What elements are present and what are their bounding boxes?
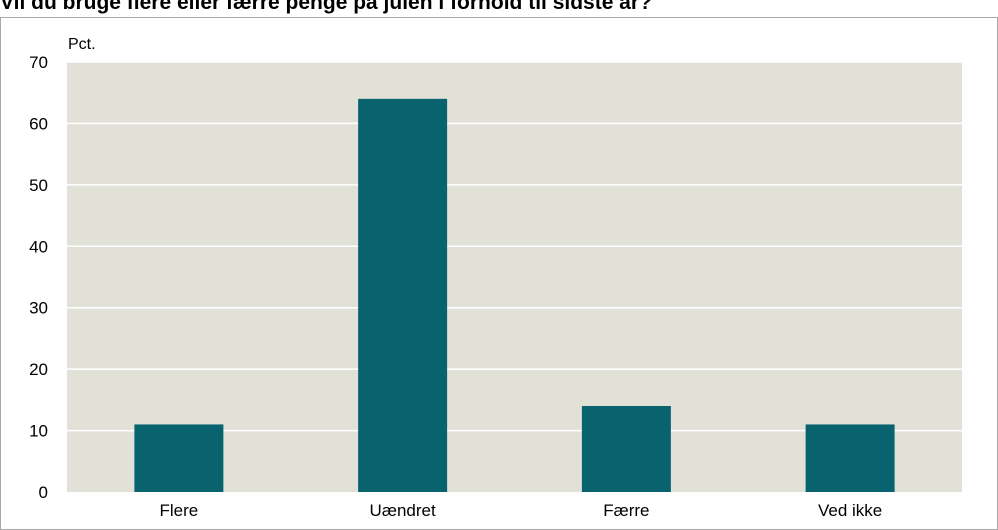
bar — [358, 98, 448, 492]
y-tick-label: 30 — [29, 299, 48, 318]
x-tick-label: Flere — [160, 501, 199, 520]
y-tick-label: 10 — [29, 422, 48, 441]
bar — [805, 424, 895, 492]
y-tick-label: 40 — [29, 237, 48, 256]
x-tick-label: Færre — [603, 501, 649, 520]
y-tick-label: 20 — [29, 360, 48, 379]
y-unit-label: Pct. — [68, 36, 96, 53]
y-tick-label: 50 — [29, 176, 48, 195]
x-tick-label: Uændret — [370, 501, 436, 520]
y-tick-label: 60 — [29, 114, 48, 133]
chart-frame: 0 10 20 30 40 50 60 70 Pct. Flere Uændret Færre Ved … — [0, 17, 998, 530]
y-tick-label: 70 — [29, 53, 48, 72]
x-tick-label: Ved ikke — [818, 501, 882, 520]
bar — [134, 424, 224, 492]
plot-area — [67, 62, 962, 492]
chart-title: Vil du bruge flere eller færre penge på … — [0, 0, 652, 14]
y-tick-label: 0 — [39, 483, 48, 502]
bar — [581, 406, 671, 492]
bar-chart: 0 10 20 30 40 50 60 70 Pct. Flere Uændret Færre Ved … — [29, 36, 962, 520]
